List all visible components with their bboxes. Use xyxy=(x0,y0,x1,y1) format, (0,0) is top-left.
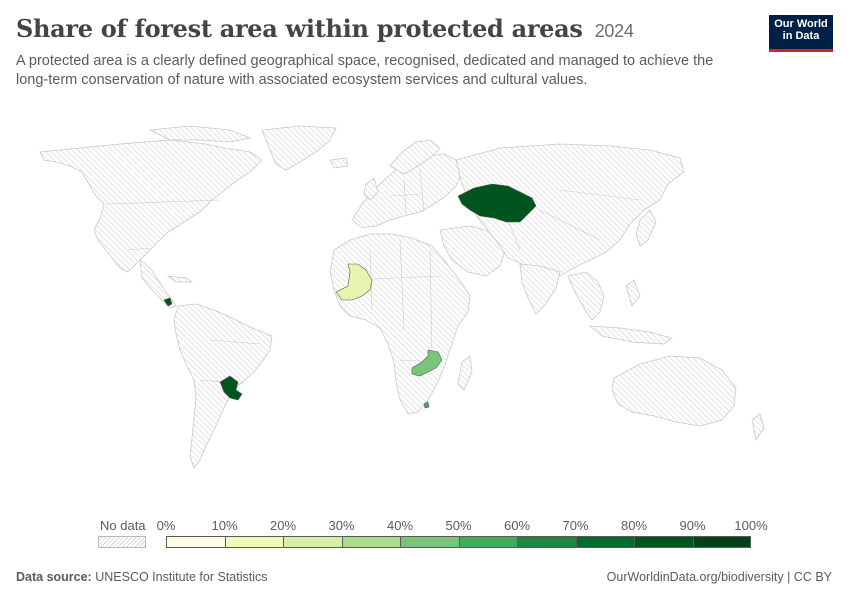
title-text: Share of forest area within protected ar… xyxy=(16,14,583,43)
asia xyxy=(455,143,685,277)
australia xyxy=(611,355,737,427)
region-eswatini[interactable] xyxy=(423,401,430,409)
legend-bin-2[interactable] xyxy=(283,536,342,548)
legend-tick-label: 20% xyxy=(269,518,297,533)
southeast-asia xyxy=(567,271,605,321)
legend-tick-label: 0% xyxy=(156,518,176,533)
footer-url[interactable]: OurWorldinData.org/biodiversity | CC BY xyxy=(606,570,832,584)
data-regions[interactable] xyxy=(163,183,537,409)
region-mali[interactable] xyxy=(335,263,373,301)
logo-line-1: Our World xyxy=(774,18,828,30)
data-source: Data source: UNESCO Institute for Statis… xyxy=(16,570,268,584)
legend-tick-label: 70% xyxy=(562,518,589,533)
region-zambia[interactable] xyxy=(411,349,443,377)
logo-line-2: in Data xyxy=(782,30,820,42)
legend-tick-label: 60% xyxy=(503,518,531,533)
world-map[interactable] xyxy=(0,100,850,500)
legend-bin-7[interactable] xyxy=(575,536,634,548)
region-paraguay[interactable] xyxy=(219,375,243,401)
japan xyxy=(635,209,657,247)
legend-bin-9[interactable] xyxy=(692,536,751,548)
legend-color-scale xyxy=(166,536,751,548)
philippines xyxy=(625,279,641,307)
region-costa-rica[interactable] xyxy=(163,297,173,307)
iceland xyxy=(329,157,349,169)
legend-bin-3[interactable] xyxy=(341,536,400,548)
region-kazakhstan[interactable] xyxy=(457,183,537,223)
legend-tick-label: 40% xyxy=(386,518,414,533)
cuba xyxy=(166,275,194,283)
legend-bin-6[interactable] xyxy=(517,536,576,548)
legend-bin-4[interactable] xyxy=(400,536,459,548)
chart-subtitle: A protected area is a clearly defined ge… xyxy=(16,53,714,88)
indonesia xyxy=(588,325,673,345)
madagascar xyxy=(457,355,473,391)
legend-no-data-label: No data xyxy=(100,518,146,533)
legend-tick-label: 90% xyxy=(679,518,706,533)
legend-tick-label: 100% xyxy=(734,518,768,533)
legend-tick-label: 50% xyxy=(445,518,472,533)
central-america xyxy=(139,259,177,309)
scandinavia xyxy=(389,139,441,175)
no-data-land xyxy=(39,125,765,469)
legend-bin-1[interactable] xyxy=(224,536,283,548)
data-source-text[interactable]: UNESCO Institute for Statistics xyxy=(95,570,268,584)
owid-logo[interactable]: Our World in Data xyxy=(769,15,833,52)
legend-bin-5[interactable] xyxy=(458,536,517,548)
legend-bin-8[interactable] xyxy=(634,536,693,548)
legend-tick-label: 30% xyxy=(328,518,355,533)
legend-bin-0[interactable] xyxy=(166,536,225,548)
title-year: 2024 xyxy=(594,21,634,41)
chart-title: Share of forest area within protected ar… xyxy=(16,14,634,43)
africa xyxy=(329,233,471,415)
uk xyxy=(363,177,379,201)
middle-east xyxy=(439,225,507,277)
new-zealand xyxy=(751,413,765,442)
canada-islands xyxy=(148,125,252,143)
legend-tick-label: 80% xyxy=(620,518,648,533)
india xyxy=(519,263,561,315)
legend-tick-label: 10% xyxy=(211,518,238,533)
data-source-label: Data source: xyxy=(16,570,92,584)
greenland xyxy=(261,125,337,171)
legend-no-data-swatch[interactable] xyxy=(98,536,146,548)
north-america xyxy=(39,139,263,273)
